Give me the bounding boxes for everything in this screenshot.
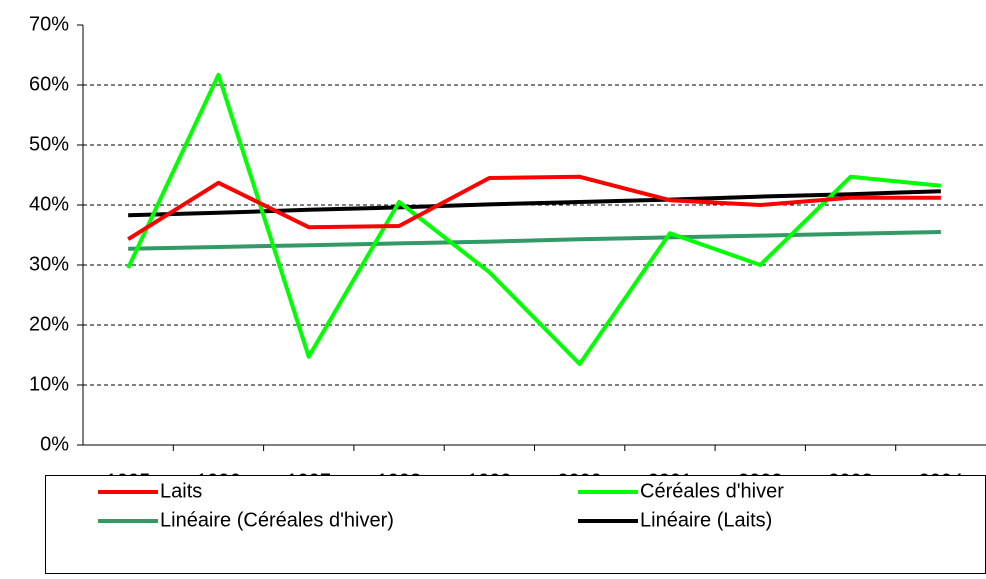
y-tick-label: 20%	[29, 313, 69, 335]
legend-label: Laits	[160, 480, 202, 502]
series-line	[128, 230, 941, 251]
series-line	[127, 174, 941, 241]
y-tick-label: 30%	[29, 253, 69, 275]
y-tick-label: 50%	[29, 133, 69, 155]
y-tick-label: 70%	[29, 13, 69, 35]
legend-label: Linéaire (Céréales d'hiver)	[160, 509, 394, 531]
y-tick-label: 10%	[29, 373, 69, 395]
y-tick-label: 60%	[29, 73, 69, 95]
y-tick-label: 0%	[40, 433, 69, 455]
y-tick-label: 40%	[29, 193, 69, 215]
legend-label: Linéaire (Laits)	[640, 509, 772, 531]
series-line	[128, 189, 941, 218]
series-line	[126, 72, 942, 366]
legend-label: Céréales d'hiver	[640, 480, 784, 502]
